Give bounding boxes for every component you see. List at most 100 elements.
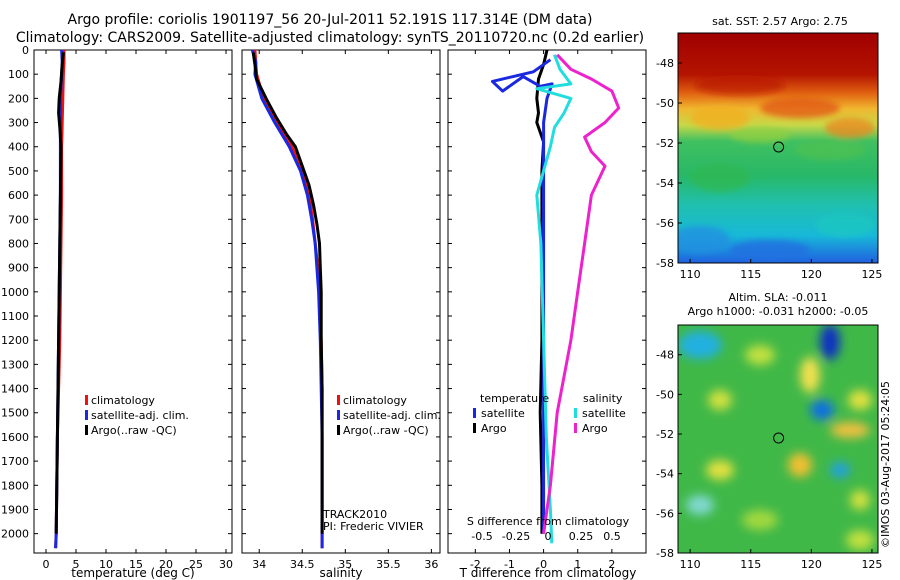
legend-label-satellite: satellite-adj. clim.	[343, 409, 441, 422]
lat-tick-label: -50	[656, 388, 674, 401]
lon-tick-label: 115	[740, 268, 761, 281]
x-tick-label: 30	[219, 558, 233, 571]
sst-map-panel: sat. SST: 2.57 Argo: 2.75 110 115 120 125 -4…	[656, 15, 882, 281]
lat-tick-label: -48	[656, 349, 674, 362]
series-line-s-argo	[542, 53, 621, 534]
x-tick-label: 1	[574, 558, 581, 571]
sla-map-image	[678, 325, 878, 553]
legend-label-argo: Argo(..raw -QC)	[91, 424, 177, 437]
depth-tick-label: 1400	[1, 383, 29, 396]
legend-swatch-satellite	[85, 410, 88, 420]
legend-label-s-satellite: satellite	[582, 407, 626, 420]
depth-tick-label: 100	[8, 68, 29, 81]
figure-title-line1: Argo profile: coriolis 1901197_56 20-Jul…	[67, 12, 593, 28]
salinity-xlabel: salinity	[319, 566, 362, 580]
depth-tick-label: 1200	[1, 334, 29, 347]
difference-lines	[490, 49, 621, 544]
lon-tick-label: 125	[861, 558, 882, 571]
lon-tick-label: 115	[740, 558, 761, 571]
legend-swatch-t-argo	[473, 423, 476, 433]
legend-label-t-argo: Argo	[481, 422, 507, 435]
depth-tick-label: 800	[8, 237, 29, 250]
series-line-argo	[251, 52, 324, 534]
t-difference-axis: -2 -1 0 1 2	[470, 50, 615, 571]
top-tick-label: 0	[545, 530, 552, 543]
temperature-panel: 0100200300400500600700800900100011001200…	[1, 44, 233, 580]
legend-swatch-climatology	[85, 395, 88, 405]
lat-tick-label: -48	[656, 57, 674, 70]
depth-tick-label: 1600	[1, 431, 29, 444]
depth-axis: 0 100 200 300 400 500 600 700 800 900 1000 1100 1200…	[1, 44, 232, 541]
lat-tick-label: -52	[656, 428, 674, 441]
s-difference-label: S difference from climatology	[467, 515, 630, 528]
depth-tick-label: 1500	[1, 407, 29, 420]
t-difference-xlabel: T difference from climatology	[459, 566, 637, 580]
difference-depth-ticks	[448, 49, 646, 535]
depth-tick-label: 1000	[1, 286, 29, 299]
difference-legend: temperature satellite Argo salinity sate…	[473, 392, 626, 435]
lat-tick-label: -54	[656, 177, 674, 190]
sst-map-axes: 110 115 120 125 -48 -50 -52 -54 -56 -58	[656, 57, 882, 281]
lat-tick-label: -58	[656, 257, 674, 270]
lat-tick-label: -54	[656, 468, 674, 481]
legend-label-argo: Argo(..raw -QC)	[343, 424, 429, 437]
sst-map-title: sat. SST: 2.57 Argo: 2.75	[712, 15, 848, 28]
sla-map-frame	[677, 324, 879, 554]
legend-label-climatology: climatology	[91, 394, 155, 407]
pi-annotation: PI: Frederic VIVIER	[323, 520, 424, 533]
sla-map-title-line2: Argo h1000: -0.031 h2000: -0.05	[688, 305, 869, 318]
x-tick-label: -1	[504, 558, 515, 571]
depth-tick-label: 1100	[1, 310, 29, 323]
lat-tick-label: -56	[656, 507, 674, 520]
lon-tick-label: 110	[680, 558, 701, 571]
legend-label-satellite: satellite-adj. clim.	[91, 409, 189, 422]
temperature-lines	[54, 49, 66, 549]
x-tick-label: 2	[608, 558, 615, 571]
legend-label-climatology: climatology	[343, 394, 407, 407]
x-tick-label: 34.5	[290, 558, 315, 571]
legend-swatch-climatology	[337, 395, 340, 405]
lon-tick-label: 120	[801, 268, 822, 281]
lat-tick-label: -58	[656, 547, 674, 560]
x-tick-label: 34	[252, 558, 266, 571]
depth-tick-label: 1800	[1, 479, 29, 492]
legend-title-salinity: salinity	[583, 392, 623, 405]
depth-tick-label: 600	[8, 189, 29, 202]
x-tick-label: 0	[43, 558, 50, 571]
legend-title-temperature: temperature	[480, 392, 549, 405]
lat-tick-label: -56	[656, 217, 674, 230]
figure-title-line2: Climatology: CARS2009. Satellite-adjuste…	[15, 30, 645, 46]
lat-tick-label: -50	[656, 97, 674, 110]
temperature-axis: 0 5 10 15 20 25 30	[43, 50, 233, 571]
salinity-axes-box	[241, 49, 441, 554]
difference-panel: -2 -1 0 1 2 -0.5 -0.25 0 0.25 0.5 S differen…	[447, 49, 647, 580]
depth-tick-label: 1700	[1, 455, 29, 468]
legend-label-t-satellite: satellite	[481, 407, 525, 420]
top-tick-label: 0.5	[603, 530, 621, 543]
x-tick-label: -2	[470, 558, 481, 571]
depth-tick-label: 500	[8, 165, 29, 178]
difference-axes-box	[447, 49, 647, 554]
sla-map-panel: Altim. SLA: -0.011 Argo h1000: -0.031 h2…	[656, 291, 892, 571]
series-line-argo	[54, 52, 65, 534]
legend-swatch-s-argo	[574, 423, 577, 433]
lat-tick-label: -52	[656, 137, 674, 150]
depth-tick-label: 1900	[1, 503, 29, 516]
sst-map-image	[678, 33, 878, 263]
depth-tick-label: 200	[8, 92, 29, 105]
s-difference-top-ticks: -0.5 -0.25 0 0.25 0.5	[471, 530, 620, 543]
x-tick-label: 5	[73, 558, 80, 571]
sst-map-frame	[677, 32, 879, 264]
top-tick-label: -0.5	[471, 530, 492, 543]
x-tick-label: 36	[424, 558, 438, 571]
x-tick-label: 15	[129, 558, 143, 571]
x-tick-label: 25	[189, 558, 203, 571]
lon-tick-label: 110	[680, 268, 701, 281]
track-annotation: TRACK2010	[322, 508, 387, 521]
x-tick-label: 35.5	[376, 558, 401, 571]
x-tick-label: 10	[99, 558, 113, 571]
salinity-axis: 34 34.5 35 35.5 36	[252, 50, 438, 571]
salinity-lines	[250, 49, 324, 549]
legend-swatch-argo	[85, 425, 88, 435]
